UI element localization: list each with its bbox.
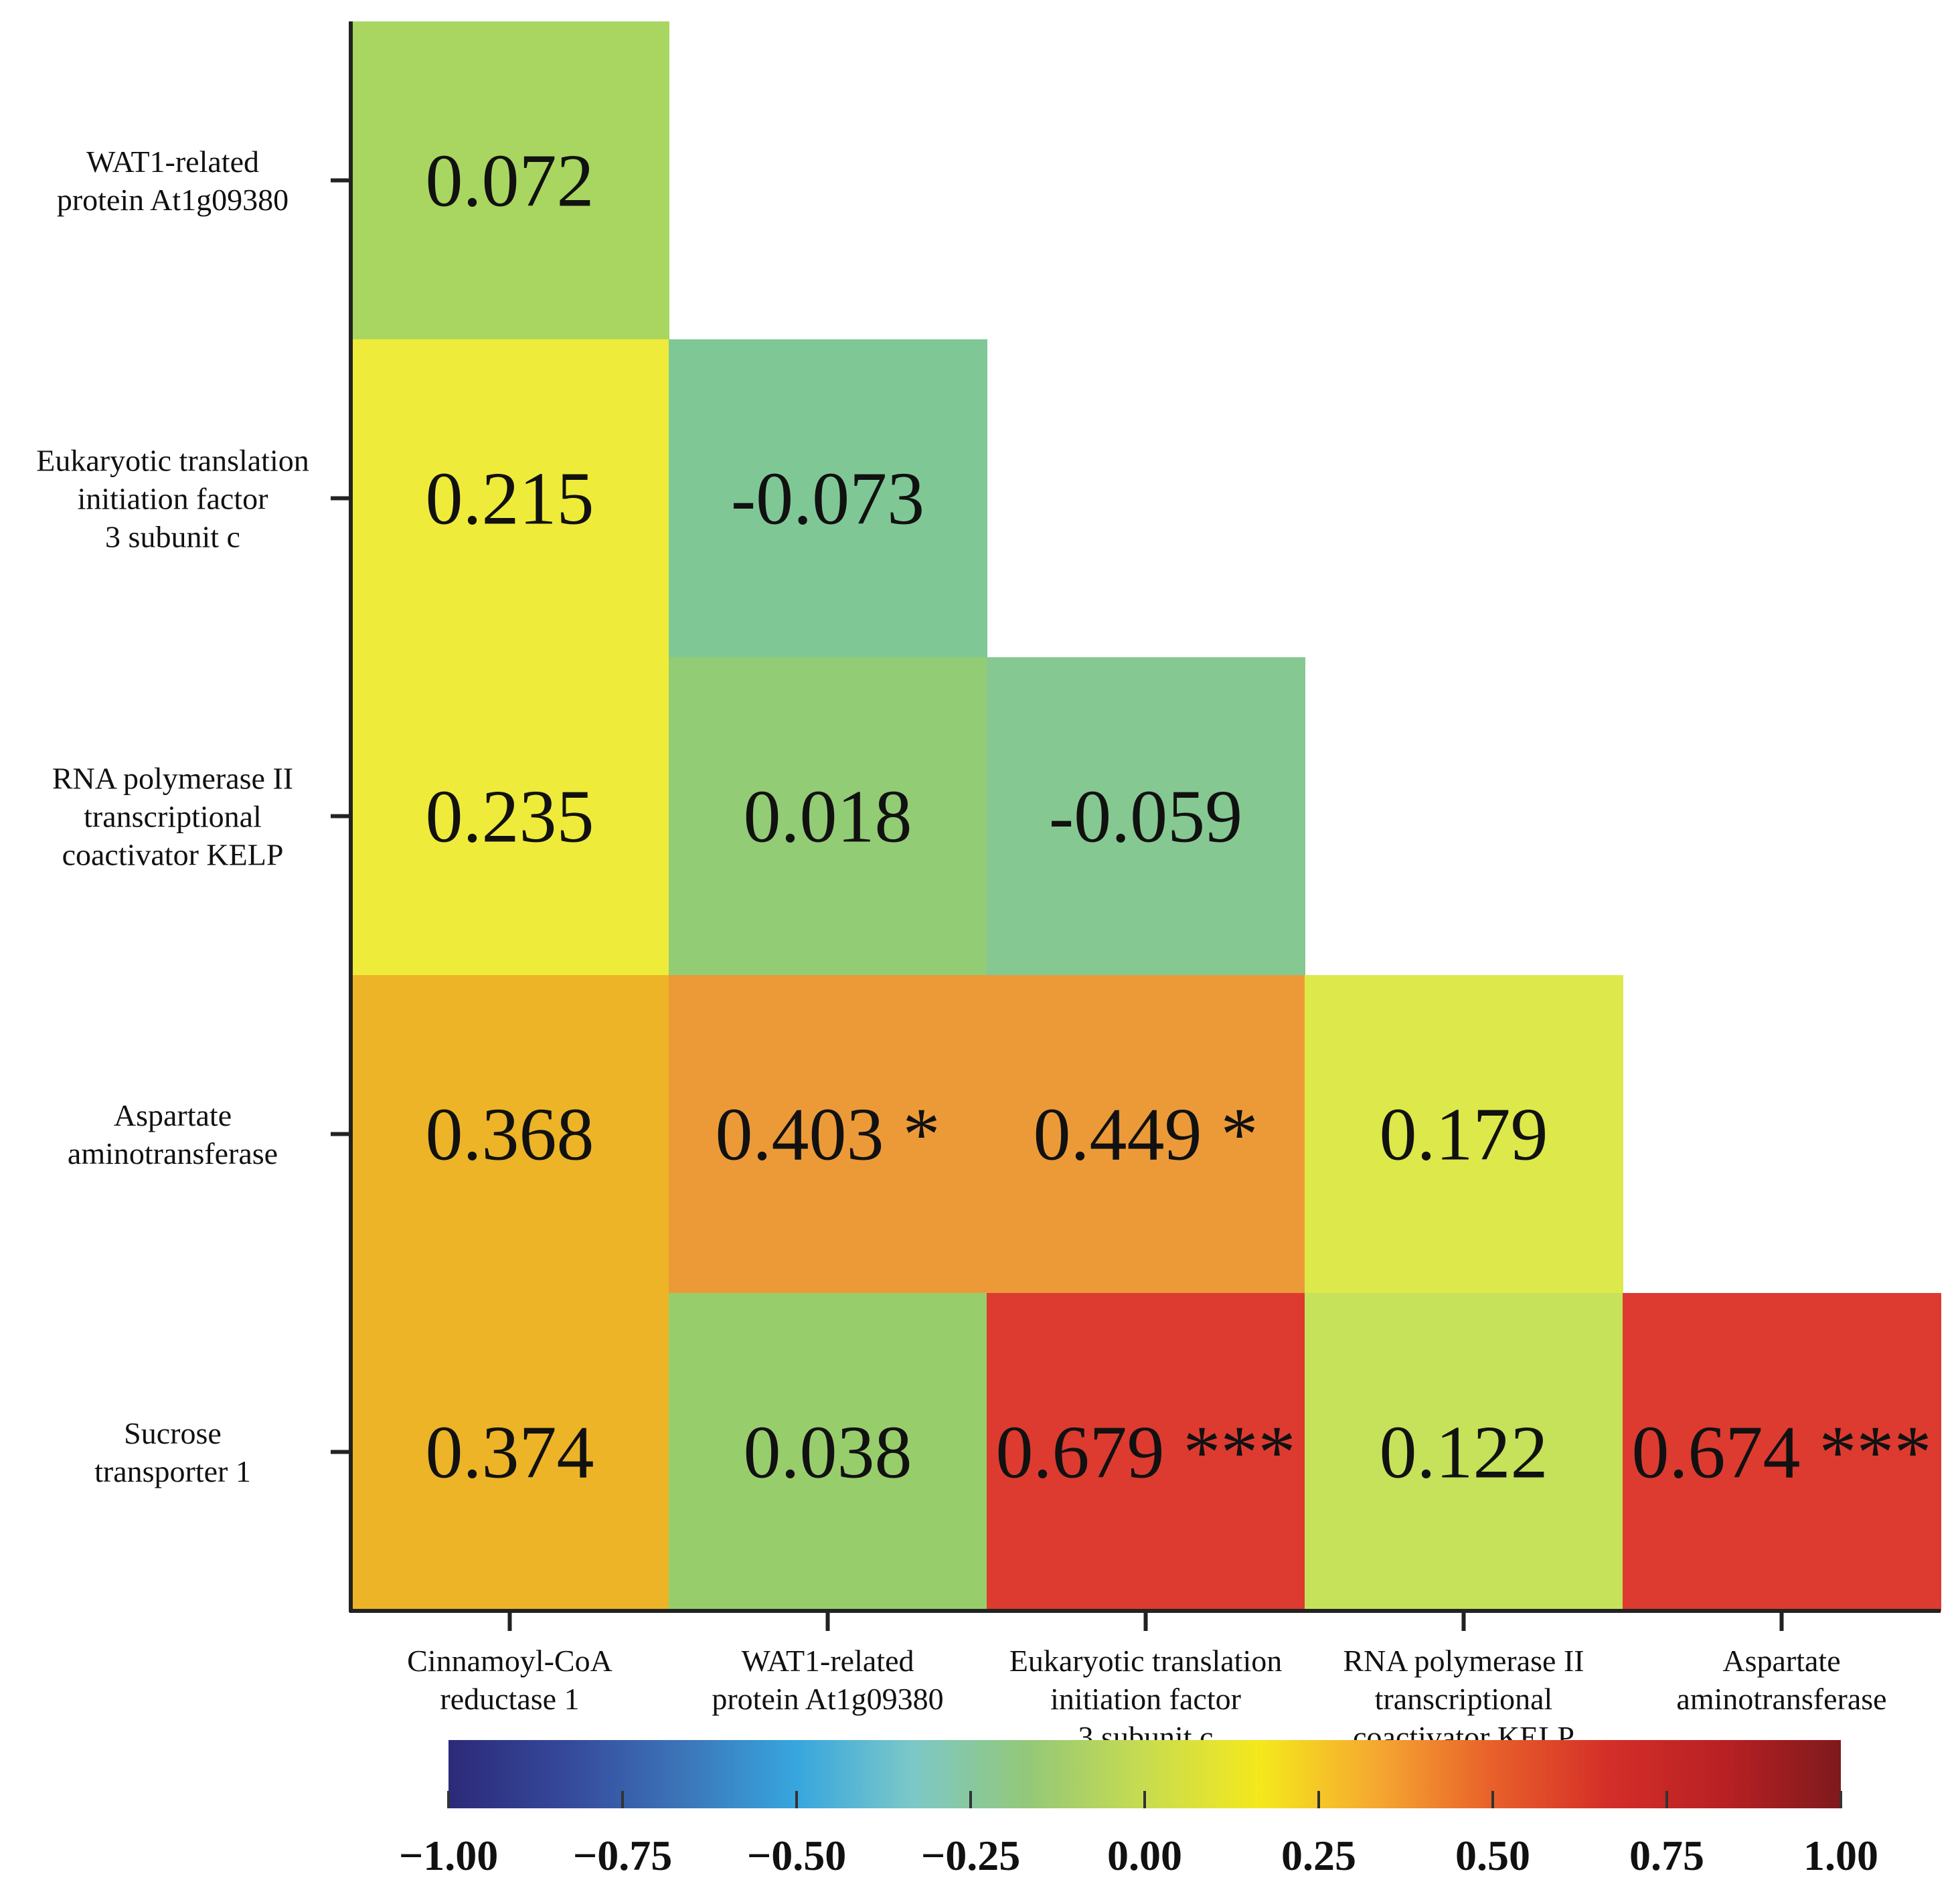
- y-tick-label: coactivator KELP: [62, 838, 284, 872]
- colorbar-tick-label: −0.50: [747, 1832, 846, 1879]
- heatmap-cell-r4-c1: [669, 1293, 987, 1612]
- heatmap-cell-r1-c0: [351, 339, 669, 658]
- y-tick-label: aminotransferase: [68, 1136, 278, 1171]
- heatmap-cell-r3-c2: [987, 975, 1305, 1294]
- x-tick-label: Eukaryotic translation: [1009, 1644, 1283, 1678]
- y-tick-label: WAT1-related: [86, 145, 259, 179]
- colorbar-tick-label: 0.50: [1455, 1832, 1530, 1879]
- cell-value-r1-c1: -0.073: [731, 458, 924, 541]
- cell-value-r3-c2: 0.449 *: [1034, 1094, 1258, 1177]
- cells-layer: 0.072 0.215 -0.073 0.235 0.018 -0.059 0.368 0.4…: [351, 21, 1941, 1612]
- y-tick-label: Aspartate: [114, 1098, 232, 1132]
- heatmap-cell-r4-c3: [1305, 1293, 1623, 1612]
- cell-value-r2-c0: 0.235: [426, 776, 594, 859]
- x-tick-label: initiation factor: [1050, 1682, 1241, 1716]
- heatmap-cell-r4-c4: [1623, 1293, 1941, 1612]
- y-tick-label: Eukaryotic translation: [36, 444, 309, 478]
- cell-value-r2-c2: -0.059: [1049, 776, 1242, 859]
- x-tick-label: protein At1g09380: [712, 1682, 943, 1716]
- y-tick-label: RNA polymerase II: [52, 762, 293, 796]
- cell-value-r3-c0: 0.368: [426, 1094, 594, 1177]
- cell-value-r4-c3: 0.122: [1380, 1411, 1548, 1494]
- cell-value-r4-c4: 0.674 ***: [1632, 1411, 1932, 1494]
- heatmap-cell-r3-c3: [1305, 975, 1623, 1294]
- colorbar-tick-label: 1.00: [1803, 1832, 1878, 1879]
- heatmap-cell-r3-c0: [351, 975, 669, 1294]
- heatmap-cell-r3-c1: [669, 975, 987, 1294]
- x-tick-label: WAT1-related: [742, 1644, 914, 1678]
- cell-value-r4-c1: 0.038: [744, 1411, 912, 1494]
- y-tick-label: transcriptional: [84, 800, 262, 834]
- labels-layer: WAT1-related protein At1g09380 Eukaryotic …: [36, 145, 1886, 1754]
- x-tick-label: transcriptional: [1375, 1682, 1553, 1716]
- y-tick-label: Sucrose: [124, 1416, 222, 1450]
- colorbar-tick-label: −1.00: [399, 1832, 498, 1879]
- cell-value-r3-c3: 0.179: [1380, 1094, 1548, 1177]
- colorbar-tick-label: 0.00: [1107, 1832, 1182, 1879]
- cell-value-r2-c1: 0.018: [744, 776, 912, 859]
- cell-value-r4-c0: 0.374: [426, 1411, 594, 1494]
- x-tick-label: reductase 1: [440, 1682, 579, 1716]
- heatmap-cell-r4-c0: [351, 1293, 669, 1612]
- colorbar-tick-label: −0.75: [573, 1832, 672, 1879]
- y-tick-label: protein At1g09380: [57, 183, 289, 217]
- colorbar-tick-label: 0.25: [1281, 1832, 1356, 1879]
- y-tick-label: initiation factor: [78, 482, 268, 516]
- x-tick-label: aminotransferase: [1676, 1682, 1886, 1716]
- x-tick-label: RNA polymerase II: [1343, 1644, 1584, 1678]
- heatmap-cell-r2-c1: [669, 657, 987, 976]
- y-tick-label: transporter 1: [94, 1454, 251, 1488]
- colorbar-tick-label: 0.75: [1629, 1832, 1704, 1879]
- axes-layer: [331, 21, 1941, 1631]
- x-tick-label: Aspartate: [1722, 1644, 1840, 1678]
- y-tick-label: 3 subunit c: [105, 520, 240, 554]
- x-tick-label: Cinnamoyl-CoA: [407, 1644, 612, 1678]
- heatmap-cell-r4-c2: [987, 1293, 1305, 1612]
- heatmap-cell-r2-c2: [987, 657, 1305, 976]
- cell-value-r1-c0: 0.215: [426, 458, 594, 541]
- heatmap-cell-r0-c0: [351, 21, 669, 340]
- cell-value-r4-c2: 0.679 ***: [996, 1411, 1296, 1494]
- colorbar: −1.00 −0.75 −0.50 −0.25 0.00 0.25 0.50 0.75 1.00: [399, 1740, 1878, 1879]
- heatmap-cell-r1-c1: [669, 339, 987, 658]
- heatmap-cell-r2-c0: [351, 657, 669, 976]
- cell-value-r3-c1: 0.403 *: [716, 1094, 941, 1177]
- cell-value-r0-c0: 0.072: [426, 140, 594, 223]
- colorbar-tick-label: −0.25: [921, 1832, 1020, 1879]
